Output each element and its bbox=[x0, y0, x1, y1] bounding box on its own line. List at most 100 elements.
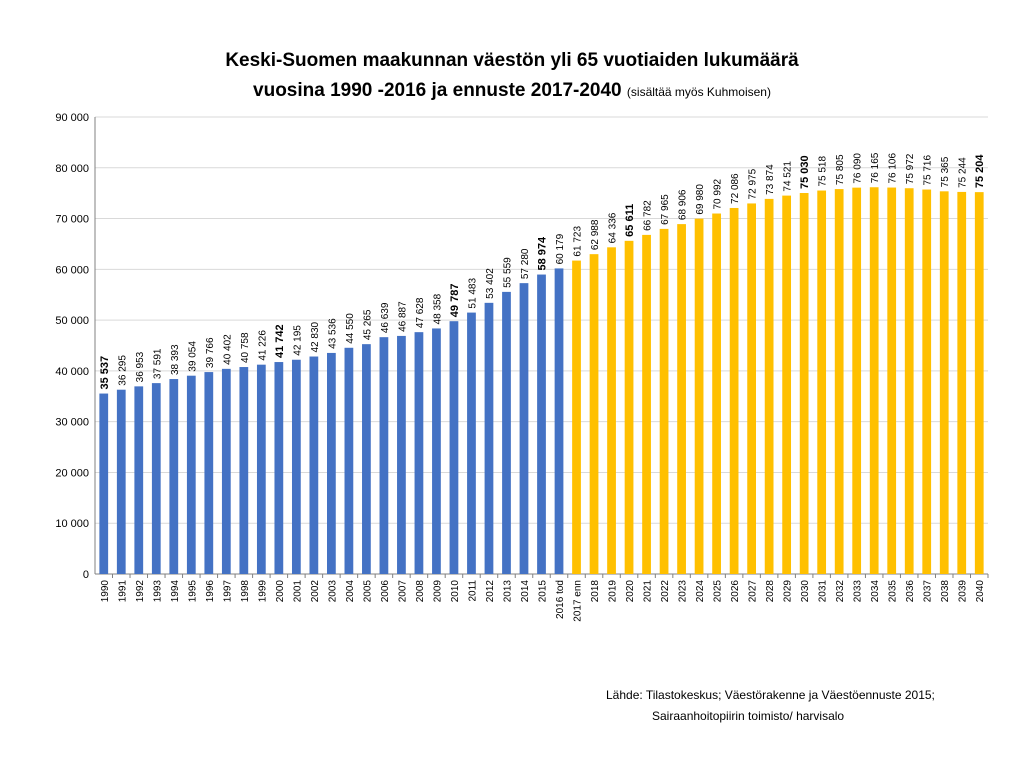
x-tick-label: 1991 bbox=[117, 580, 128, 603]
x-tick-label: 2002 bbox=[310, 580, 321, 603]
data-label: 67 965 bbox=[660, 194, 671, 225]
x-tick-label: 2038 bbox=[940, 580, 951, 603]
data-label: 75 972 bbox=[905, 153, 916, 184]
data-label: 42 195 bbox=[292, 325, 303, 356]
x-tick-label: 2032 bbox=[835, 580, 846, 603]
bar-forecast bbox=[834, 189, 844, 575]
x-tick-label: 2034 bbox=[870, 580, 881, 603]
x-tick-label: 1995 bbox=[187, 580, 198, 603]
x-tick-label: 1990 bbox=[100, 580, 111, 603]
x-tick-label: 2013 bbox=[502, 580, 513, 603]
data-label: 41 226 bbox=[257, 330, 268, 361]
bar-actual bbox=[362, 344, 371, 574]
bar-forecast bbox=[607, 247, 616, 574]
x-tick-label: 1999 bbox=[257, 580, 268, 603]
data-label: 53 402 bbox=[485, 268, 496, 299]
x-tick-label: 2014 bbox=[520, 580, 531, 603]
bar-actual bbox=[274, 362, 284, 574]
data-label: 61 723 bbox=[573, 226, 584, 257]
data-label: 38 393 bbox=[170, 344, 181, 375]
data-label: 75 204 bbox=[974, 154, 986, 189]
x-tick-label: 2011 bbox=[467, 580, 478, 602]
data-label: 74 521 bbox=[783, 161, 794, 192]
data-label: 45 265 bbox=[362, 309, 373, 340]
data-label: 60 179 bbox=[555, 233, 566, 264]
bar-actual bbox=[554, 268, 564, 574]
y-tick-label: 50 000 bbox=[55, 315, 89, 327]
x-tick-label: 2006 bbox=[380, 580, 391, 603]
x-tick-label: 2009 bbox=[432, 580, 443, 603]
x-tick-label: 2012 bbox=[485, 580, 496, 603]
bar-forecast bbox=[974, 192, 984, 574]
data-label: 76 165 bbox=[870, 152, 881, 183]
bar-actual bbox=[151, 383, 161, 574]
bar-actual bbox=[99, 393, 109, 574]
x-tick-label: 1996 bbox=[205, 580, 216, 603]
data-label: 48 358 bbox=[432, 293, 443, 324]
bar-actual bbox=[537, 274, 546, 574]
x-tick-label: 2036 bbox=[905, 580, 916, 603]
data-label: 75 030 bbox=[799, 155, 811, 189]
x-tick-label: 2033 bbox=[853, 580, 864, 603]
data-label: 64 336 bbox=[608, 212, 619, 243]
bar-actual bbox=[484, 302, 494, 574]
x-tick-label: 2007 bbox=[397, 580, 408, 603]
bar-forecast bbox=[642, 234, 651, 574]
x-tick-label: 2020 bbox=[625, 580, 636, 603]
x-tick-label: 2040 bbox=[975, 580, 986, 603]
x-tick-label: 1997 bbox=[222, 580, 233, 603]
data-label: 58 974 bbox=[537, 236, 549, 271]
x-tick-label: 2025 bbox=[713, 580, 724, 603]
data-label: 66 782 bbox=[643, 200, 654, 231]
source-note-line2: Sairaanhoitopiirin toimisto/ harvisalo bbox=[652, 709, 845, 723]
chart-title-line2: vuosina 1990 -2016 ja ennuste 2017-2040 … bbox=[0, 80, 1024, 102]
bar-actual bbox=[239, 367, 249, 574]
data-label: 46 639 bbox=[380, 302, 391, 333]
x-tick-label: 2010 bbox=[450, 580, 461, 603]
data-label: 36 953 bbox=[135, 351, 146, 382]
x-tick-label: 2026 bbox=[730, 580, 741, 603]
x-tick-label: 2030 bbox=[800, 580, 811, 603]
data-label: 76 106 bbox=[888, 153, 899, 184]
bar-actual bbox=[379, 337, 389, 574]
x-tick-label: 2029 bbox=[783, 580, 794, 603]
data-label: 62 988 bbox=[590, 219, 601, 250]
data-label: 40 402 bbox=[222, 334, 233, 365]
x-tick-label: 2017 enn bbox=[573, 580, 584, 622]
data-label: 73 874 bbox=[765, 164, 776, 195]
bar-forecast bbox=[799, 193, 809, 574]
bar-forecast bbox=[922, 189, 932, 574]
x-tick-label: 2000 bbox=[275, 580, 286, 603]
bar-forecast bbox=[904, 188, 914, 574]
chart-title-line2-text: vuosina 1990 -2016 ja ennuste 2017-2040 bbox=[253, 80, 622, 101]
x-tick-label: 2035 bbox=[888, 580, 899, 603]
y-tick-label: 60 000 bbox=[55, 264, 89, 276]
x-tick-label: 2001 bbox=[292, 580, 303, 603]
bar-actual bbox=[309, 356, 319, 574]
x-tick-label: 2024 bbox=[695, 580, 706, 603]
y-tick-label: 40 000 bbox=[55, 366, 89, 378]
x-tick-label: 2022 bbox=[660, 580, 671, 603]
x-tick-label: 1992 bbox=[135, 580, 146, 603]
bar-actual bbox=[414, 332, 424, 574]
data-label: 72 086 bbox=[730, 173, 741, 204]
data-label: 44 550 bbox=[345, 313, 356, 344]
bar-forecast bbox=[589, 254, 599, 574]
bar-actual bbox=[134, 386, 144, 574]
bar-actual bbox=[204, 372, 214, 574]
x-tick-label: 2008 bbox=[415, 580, 426, 603]
bar-actual bbox=[397, 335, 406, 574]
data-label: 46 887 bbox=[397, 301, 408, 332]
y-tick-label: 90 000 bbox=[55, 112, 89, 124]
bar-forecast bbox=[817, 190, 827, 574]
y-tick-label: 80 000 bbox=[55, 163, 89, 175]
bar-actual bbox=[502, 291, 511, 574]
data-label: 39 766 bbox=[205, 337, 216, 368]
y-tick-label: 0 bbox=[83, 569, 89, 581]
data-label: 41 742 bbox=[274, 324, 286, 358]
bar-forecast bbox=[869, 187, 879, 575]
bar-actual bbox=[449, 321, 459, 574]
bar-actual bbox=[256, 364, 266, 574]
